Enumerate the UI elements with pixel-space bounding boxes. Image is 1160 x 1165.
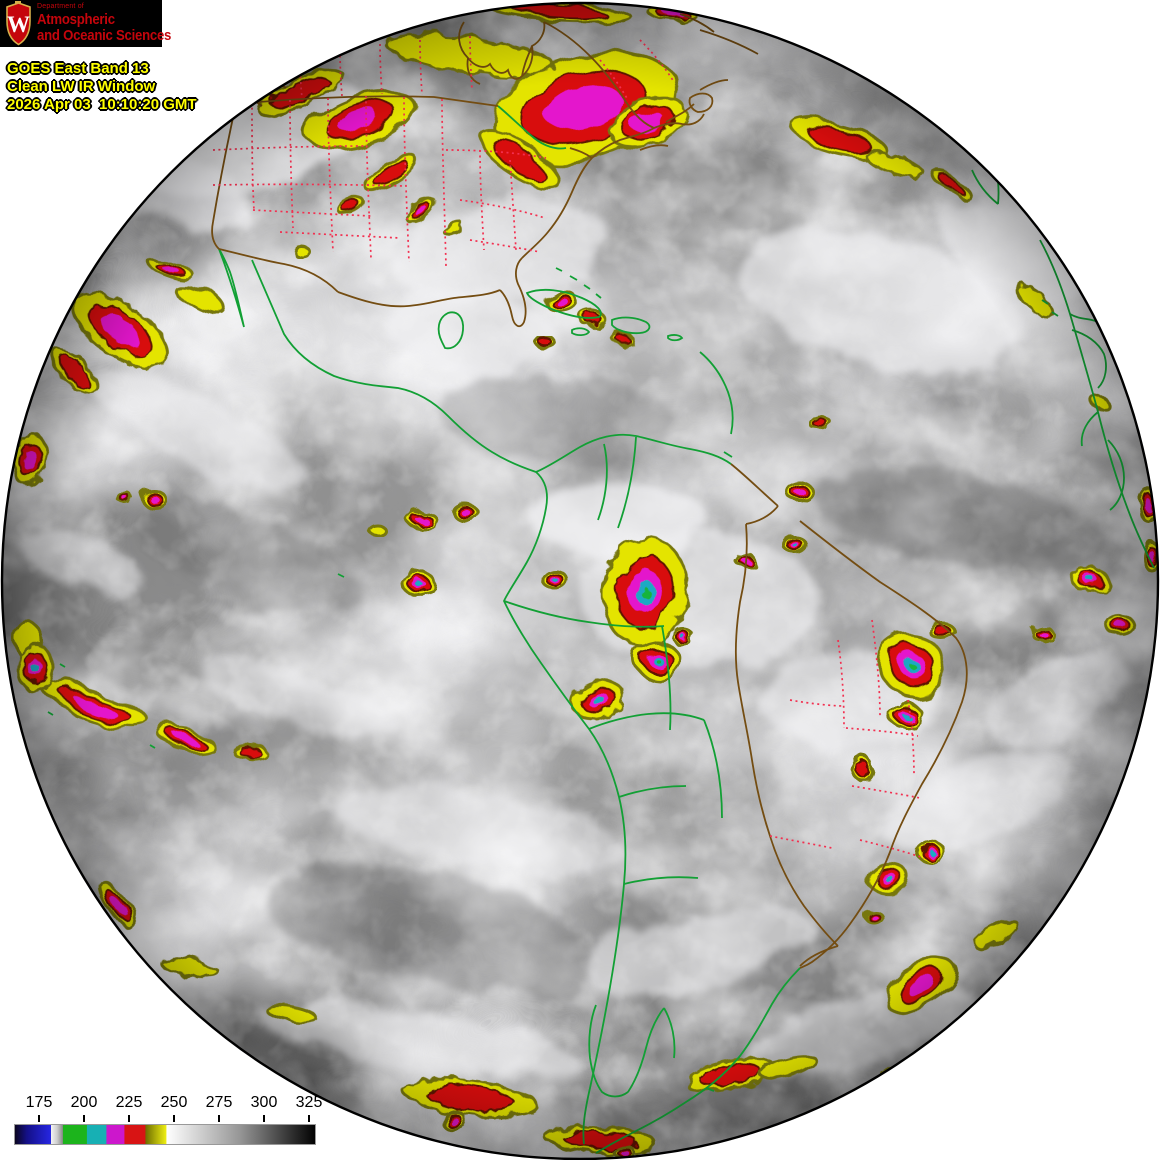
university-crest-icon: W <box>6 1 31 46</box>
convective-cluster <box>222 38 288 82</box>
product-name-label: GOES East Band 13 <box>7 60 149 77</box>
limb-darkening <box>2 3 1158 1159</box>
band-description-label: Clean LW IR Window <box>7 78 156 95</box>
colorbar-tick-mark <box>83 1115 85 1122</box>
colorbar-tick-label: 300 <box>250 1094 278 1111</box>
colorbar-tick-mark <box>218 1115 220 1122</box>
colorbar-tick-mark <box>38 1115 40 1122</box>
temperature-colorbar: 175 200 225 250 275 300 325 <box>14 1094 323 1146</box>
colorbar-tick-mark <box>173 1115 175 1122</box>
colorbar-tick-mark <box>263 1115 265 1122</box>
colorbar-gradient-bar <box>14 1124 316 1145</box>
university-logo-banner: W Department of Atmospheric and Oceanic … <box>0 0 171 47</box>
colorbar-tick-mark <box>128 1115 130 1122</box>
logo-text-block: Department of Atmospheric and Oceanic Sc… <box>37 3 189 43</box>
colorbar-tick-label: 325 <box>295 1094 323 1111</box>
colorbar-tick-label: 175 <box>25 1094 53 1111</box>
colorbar-tick-labels: 175 200 225 250 275 300 325 <box>15 1094 323 1112</box>
logo-line-atmospheric: Atmospheric <box>37 11 115 28</box>
svg-text:W: W <box>7 12 30 37</box>
colorbar-tick-marks <box>15 1115 315 1122</box>
logo-dept-label: Department of <box>37 3 84 10</box>
colorbar-tick-label: 275 <box>205 1094 233 1111</box>
logo-line-oceanic: and Oceanic Sciences <box>37 27 172 44</box>
timestamp-label: 2026 Apr 03 10:10:20 GMT <box>7 96 197 113</box>
colorbar-tick-label: 250 <box>160 1094 188 1111</box>
colorbar-tick-mark <box>308 1115 310 1122</box>
colorbar-tick-label: 200 <box>70 1094 98 1111</box>
convective-cluster <box>259 12 381 44</box>
product-title-block: GOES East Band 13 Clean LW IR Window 202… <box>7 60 197 114</box>
colorbar-tick-label: 225 <box>115 1094 143 1111</box>
